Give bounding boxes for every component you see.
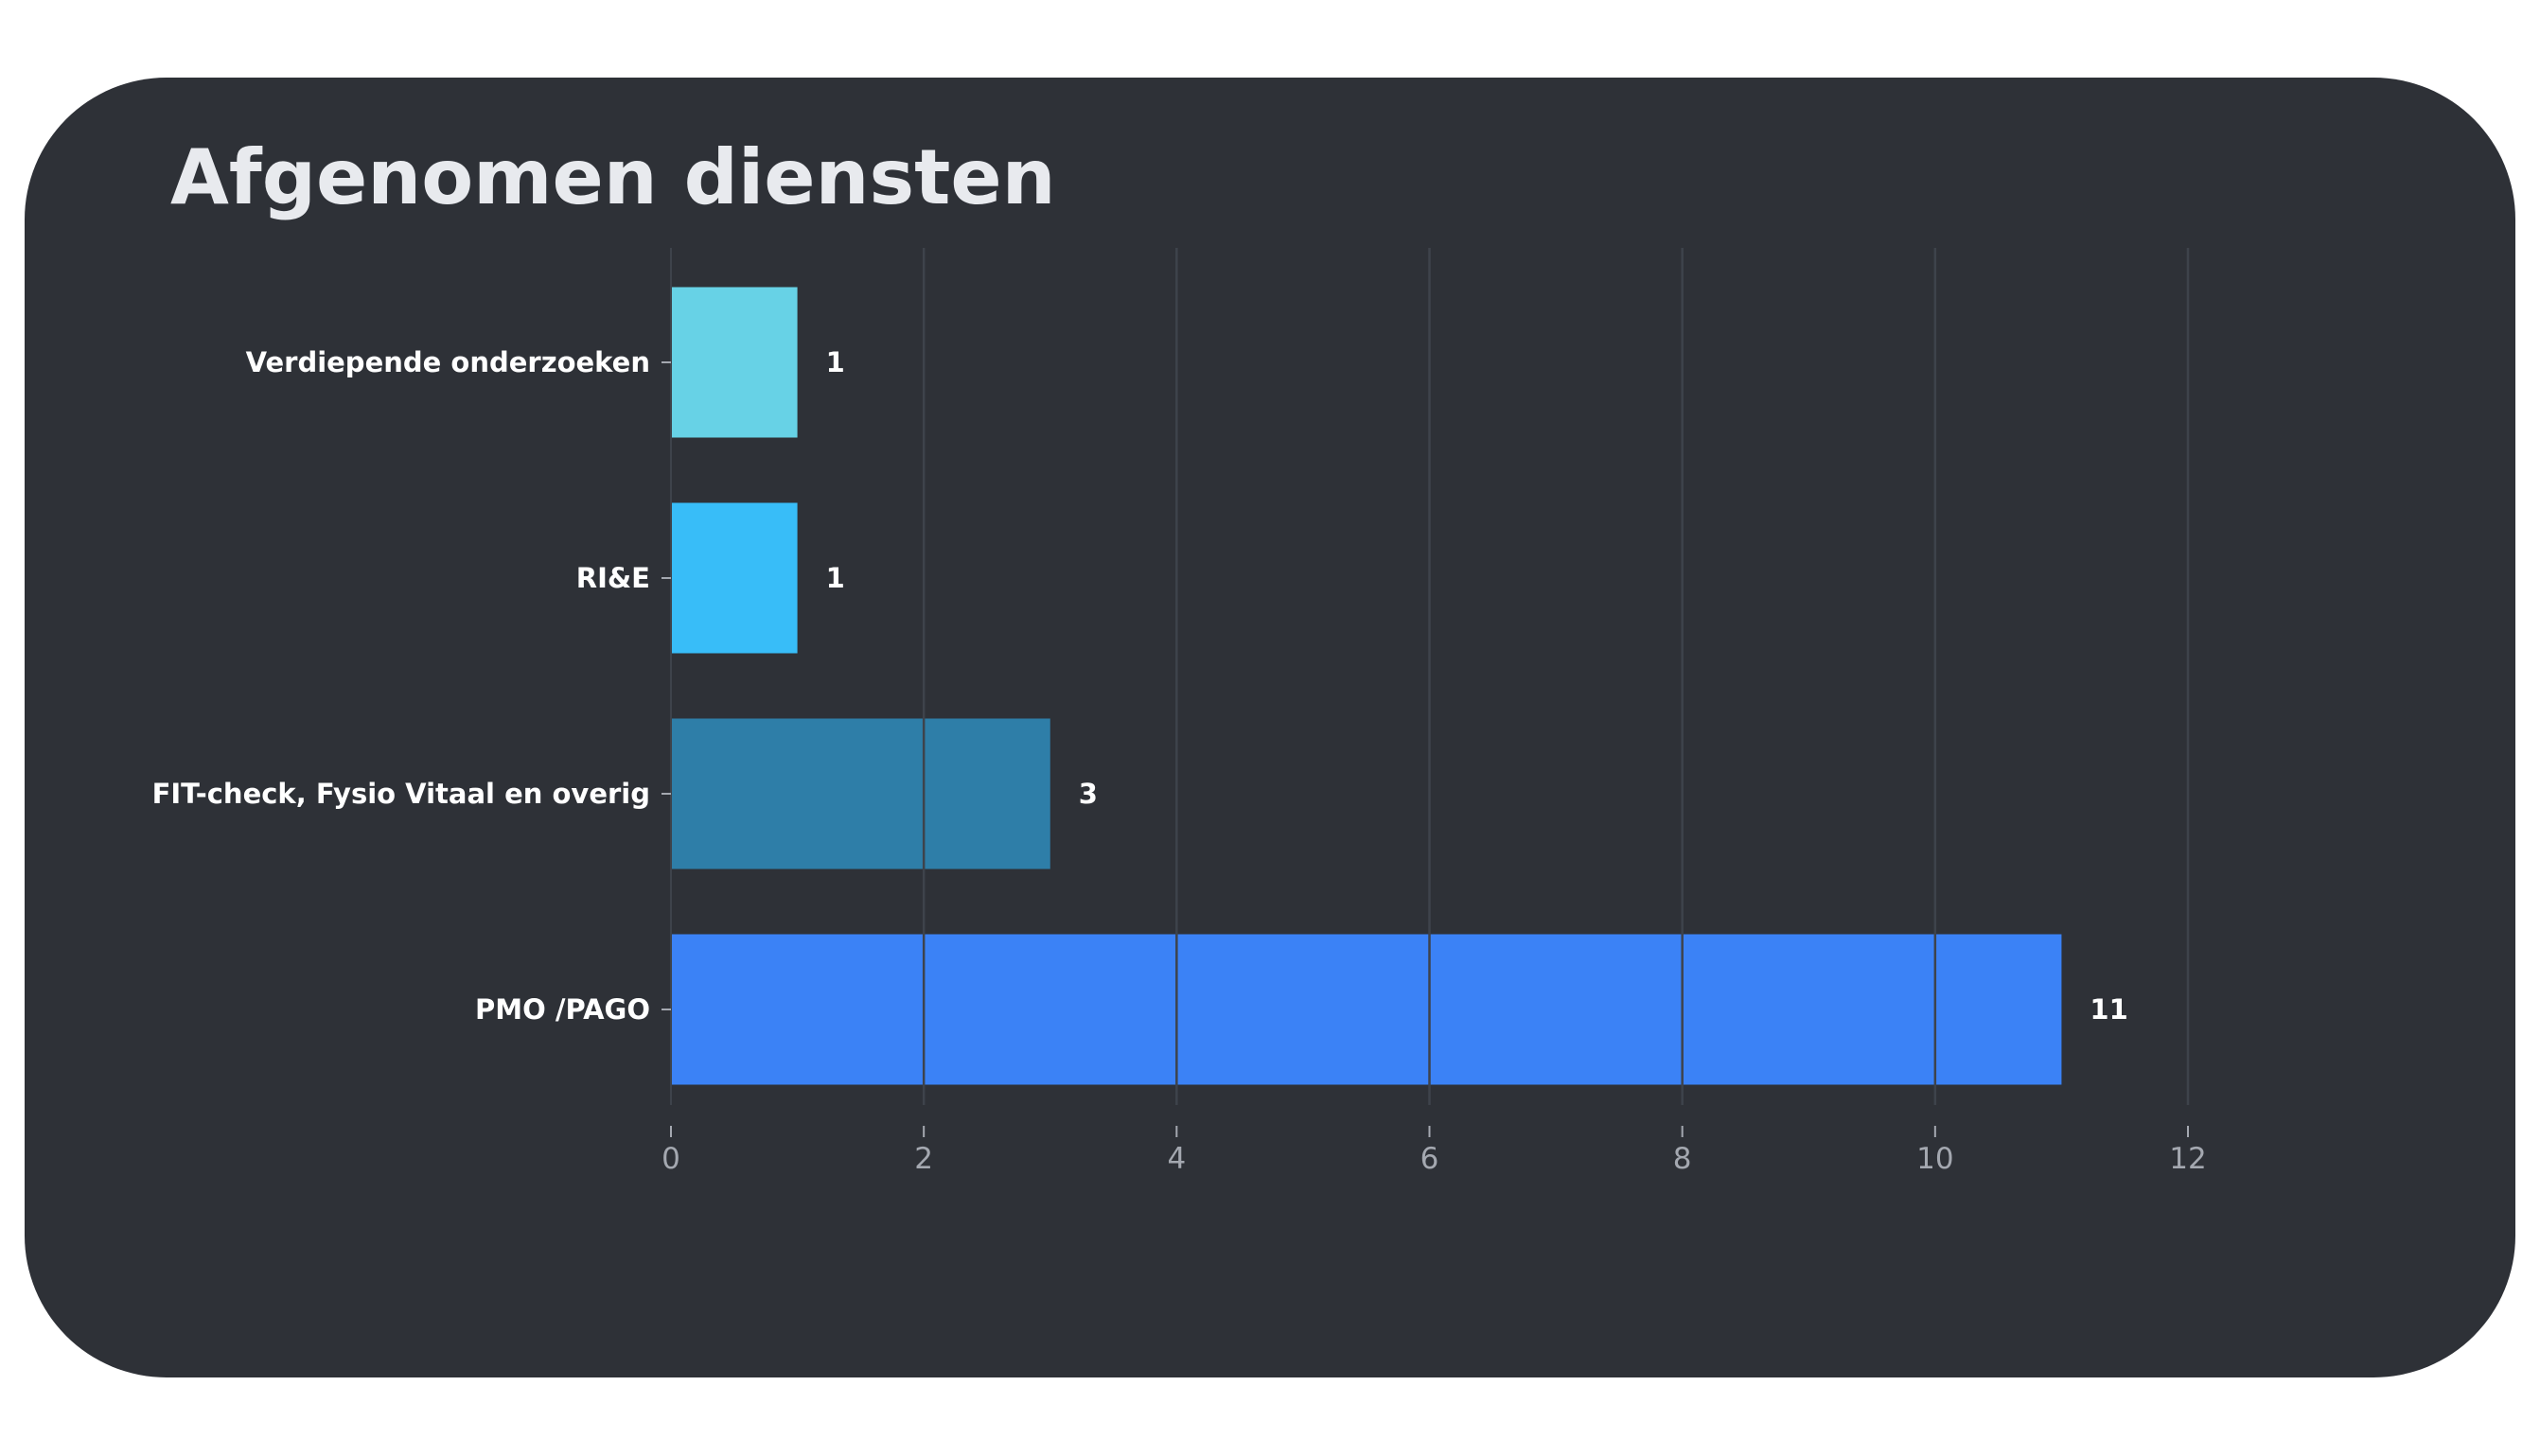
category-label: FIT-check, Fysio Vitaal en overig [152, 778, 650, 810]
chart-card [25, 78, 2515, 1377]
bar [671, 934, 2062, 1085]
x-tick-label: 10 [1916, 1142, 1953, 1176]
bar [671, 718, 1050, 869]
x-tick-label: 6 [1420, 1142, 1439, 1176]
bar [671, 287, 798, 438]
x-tick-label: 12 [2169, 1142, 2206, 1176]
data-label: 11 [2090, 993, 2127, 1026]
data-label: 1 [826, 562, 845, 594]
bar [671, 502, 798, 654]
data-label: 1 [826, 346, 845, 378]
category-label: Verdiepende onderzoeken [246, 346, 650, 378]
x-tick-label: 4 [1167, 1142, 1186, 1176]
x-tick-label: 0 [661, 1142, 680, 1176]
data-label: 3 [1079, 778, 1098, 810]
category-label: RI&E [576, 562, 650, 594]
chart-title: Afgenomen diensten [170, 133, 1056, 221]
x-tick-label: 2 [914, 1142, 933, 1176]
category-label: PMO /PAGO [475, 993, 650, 1026]
x-tick-label: 8 [1673, 1142, 1692, 1176]
